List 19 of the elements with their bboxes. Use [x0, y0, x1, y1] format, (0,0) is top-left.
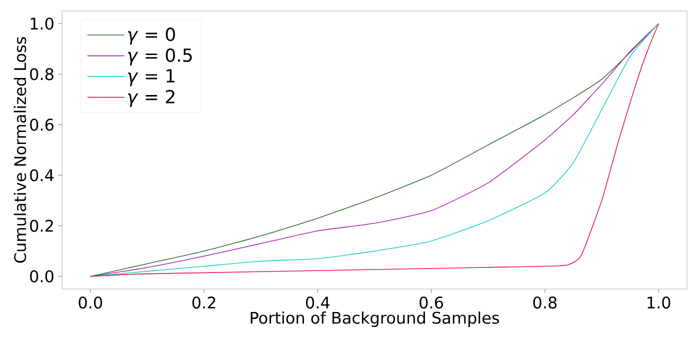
y-tick-label: 0.6: [30, 118, 54, 131]
x-tick-label: 0.4: [306, 296, 330, 309]
x-tick-label: 0.0: [78, 296, 102, 309]
y-tick-label: 1.0: [30, 18, 54, 30]
y-tick-label: 0.2: [30, 220, 53, 232]
y-tick-label: 0.0: [30, 270, 54, 282]
x-tick-label: 1.0: [648, 296, 670, 309]
legend-label: γ = 0: [128, 28, 175, 45]
y-tick-label: 0.8: [30, 68, 54, 80]
y-axis-title: Cumulative Normalized Loss: [14, 37, 26, 263]
x-axis-title: Portion of Background Samples: [250, 311, 500, 327]
y-tick-label: 0.4: [30, 169, 54, 182]
line-series: [90, 23, 659, 277]
x-tick-label: 0.2: [192, 296, 216, 309]
legend-label: γ = 0.5: [128, 48, 192, 66]
legend-label: γ = 1: [128, 69, 174, 86]
legend-label: γ = 2: [128, 90, 174, 107]
x-tick-label: 0.8: [533, 296, 557, 309]
x-tick-label: 0.6: [420, 296, 444, 309]
